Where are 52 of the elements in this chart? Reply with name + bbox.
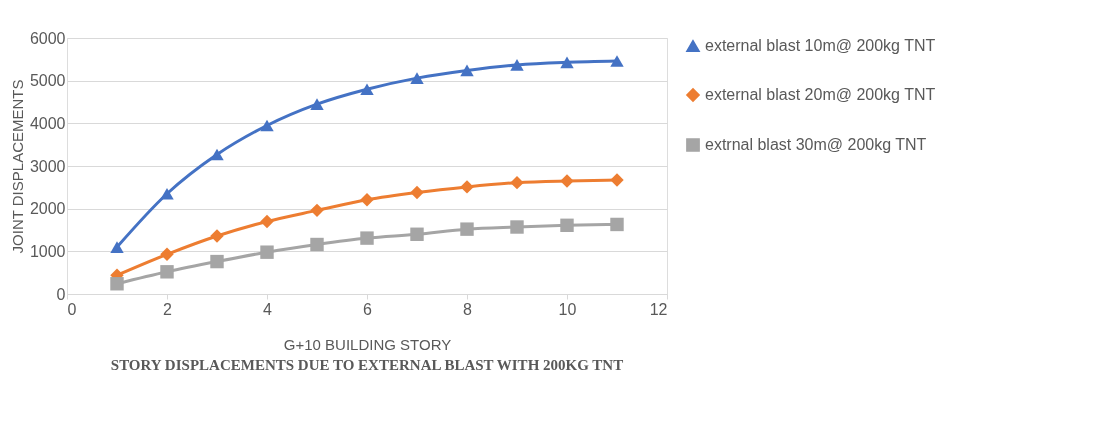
legend-label: external blast 20m@ 200kg TNT	[705, 86, 936, 103]
point	[310, 203, 324, 218]
x-tick-label: 0	[67, 300, 77, 318]
point	[260, 119, 274, 132]
point	[460, 64, 474, 77]
point	[310, 98, 324, 110]
legend-label: external blast 10m@ 200kg TNT	[705, 37, 936, 54]
x-tick-label: 6	[363, 300, 373, 318]
y-tick-label: 2000	[29, 200, 66, 218]
text: STORY DISPLACEMENTS DUE TO EXTERNAL BLAST WITH 200KG TNT	[110, 357, 624, 373]
point	[260, 245, 274, 259]
x-tick-label: 10	[558, 300, 577, 318]
point	[160, 247, 174, 262]
point	[560, 56, 574, 69]
point	[510, 220, 524, 234]
point	[410, 185, 424, 200]
point	[110, 277, 124, 291]
x-tick-label: 4	[263, 300, 273, 318]
y-tick-label: 6000	[29, 29, 66, 47]
point	[160, 187, 174, 200]
y-tick-label: 3000	[29, 157, 66, 175]
point	[360, 83, 374, 96]
x-tick-label: 12	[649, 300, 668, 318]
point	[410, 72, 424, 84]
y-tick-label: 5000	[29, 72, 66, 90]
point	[560, 218, 574, 233]
y-tick-label: 1000	[29, 242, 66, 260]
point	[160, 265, 174, 279]
point	[610, 173, 624, 187]
y-axis-title: JOINT DISPLACEMENTS	[8, 79, 26, 254]
point	[610, 217, 624, 232]
y-tick-label: 4000	[29, 114, 66, 132]
y-tick-label: 0	[56, 285, 66, 303]
point	[560, 174, 574, 188]
point	[210, 229, 224, 243]
point	[460, 222, 474, 236]
point	[360, 231, 374, 245]
point	[460, 180, 474, 194]
point	[110, 241, 124, 253]
point	[360, 193, 374, 207]
point	[210, 254, 224, 269]
x-axis-title: G+10 BUILDING STORY	[283, 335, 452, 353]
legend-label: extrnal blast 30m@ 200kg TNT	[705, 136, 927, 153]
point	[260, 214, 274, 229]
point	[510, 175, 524, 190]
point	[510, 59, 524, 71]
point	[410, 227, 424, 241]
point	[310, 237, 324, 252]
point	[610, 55, 624, 67]
x-tick-label: 8	[463, 300, 473, 318]
point	[210, 148, 224, 161]
x-tick-label: 2	[163, 300, 173, 318]
